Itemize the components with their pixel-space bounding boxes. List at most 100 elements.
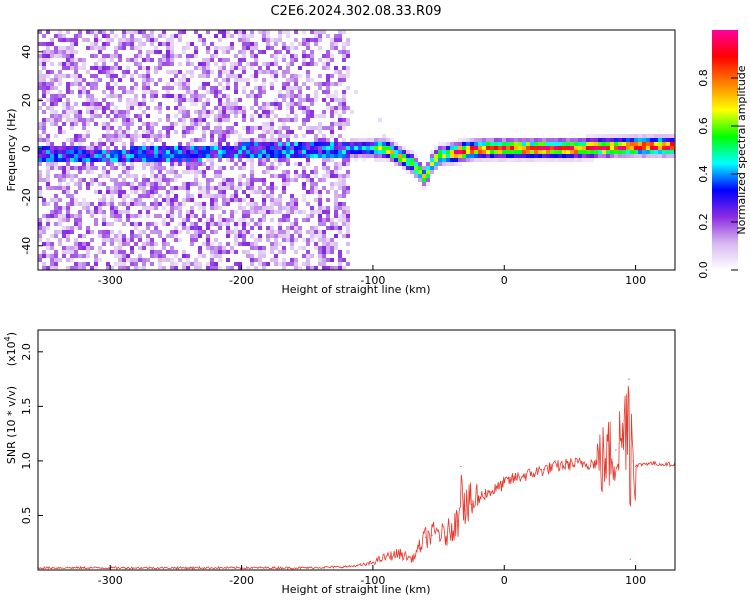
spectrogram-cell: [114, 246, 118, 250]
spectrogram-cell: [90, 142, 94, 146]
spectrogram-cell: [458, 146, 462, 150]
spectrogram-cell: [318, 46, 322, 50]
spectrogram-cell: [150, 38, 154, 42]
spectrogram-cell: [618, 142, 622, 146]
spectrogram-cell: [290, 146, 294, 150]
spectrogram-cell: [326, 206, 330, 210]
spectrogram-cell: [98, 198, 102, 202]
spectrogram-cell: [318, 194, 322, 198]
spectrogram-cell: [98, 114, 102, 118]
spectrogram-cell: [310, 234, 314, 238]
spectrogram-cell: [46, 202, 50, 206]
spectrogram-cell: [186, 154, 190, 158]
spectrogram-cell: [70, 154, 74, 158]
snr-point: [460, 465, 462, 467]
spectrogram-cell: [126, 214, 130, 218]
spectrogram-cell: [218, 218, 222, 222]
spectrogram-cell: [338, 150, 342, 154]
spectrogram-cell: [194, 162, 198, 166]
spectrogram-cell: [202, 74, 206, 78]
spectrogram-cell: [82, 234, 86, 238]
spectrogram-cell: [134, 214, 138, 218]
spectrogram-cell: [190, 142, 194, 146]
spectrogram-cell: [74, 266, 78, 270]
spectrogram-cell: [74, 246, 78, 250]
spectrogram-cell: [94, 154, 98, 158]
spectrogram-cell: [322, 90, 326, 94]
spectrogram-cell: [146, 146, 150, 150]
y-tick-label: 20: [20, 93, 33, 107]
spectrogram-cell: [126, 238, 130, 242]
spectrogram-cell: [90, 98, 94, 102]
spectrogram-cell: [422, 186, 426, 190]
spectrogram-cell: [390, 158, 394, 162]
spectrogram-cell: [342, 50, 346, 54]
spectrogram-cell: [170, 206, 174, 210]
spectrogram-cell: [214, 86, 218, 90]
spectrogram-cell: [150, 182, 154, 186]
spectrogram-cell: [86, 210, 90, 214]
spectrogram-cell: [226, 50, 230, 54]
spectrogram-cell: [90, 150, 94, 154]
spectrogram-cell: [266, 62, 270, 66]
spectrogram-cell: [342, 266, 346, 270]
spectrogram-cell: [566, 146, 570, 150]
spectrogram-cell: [174, 198, 178, 202]
spectrogram-cell: [326, 126, 330, 130]
spectrogram-cell: [362, 138, 366, 142]
spectrogram-cell: [46, 82, 50, 86]
spectrogram-cell: [462, 138, 466, 142]
spectrogram-cell: [258, 210, 262, 214]
colorbar-label: Normalized spectral amplitude: [735, 65, 748, 234]
spectrogram-cell: [142, 82, 146, 86]
spectrogram-cell: [78, 118, 82, 122]
spectrogram-cell: [62, 154, 66, 158]
spectrogram-cell: [338, 202, 342, 206]
spectrogram-cell: [74, 198, 78, 202]
spectrogram-cell: [58, 82, 62, 86]
spectrogram-cell: [418, 174, 422, 178]
spectrogram-cell: [66, 118, 70, 122]
spectrogram-cell: [66, 102, 70, 106]
spectrogram-cell: [210, 142, 214, 146]
spectrogram-cell: [218, 222, 222, 226]
spectrogram-cell: [38, 222, 42, 226]
spectrogram-cell: [666, 146, 670, 150]
spectrogram-cell: [182, 222, 186, 226]
spectrogram-cell: [178, 54, 182, 58]
spectrogram-cell: [306, 238, 310, 242]
spectrogram-cell: [266, 114, 270, 118]
spectrogram-cell: [238, 218, 242, 222]
spectrogram-cell: [326, 146, 330, 150]
spectrogram-cell: [170, 178, 174, 182]
spectrogram-cell: [294, 118, 298, 122]
spectrogram-cell: [126, 98, 130, 102]
spectrogram-cell: [310, 186, 314, 190]
spectrogram-cell: [266, 102, 270, 106]
spectrogram-cell: [270, 142, 274, 146]
spectrogram-cell: [238, 98, 242, 102]
spectrogram-cell: [358, 154, 362, 158]
spectrogram-cell: [294, 266, 298, 270]
spectrogram-cell: [542, 138, 546, 142]
spectrogram-cell: [174, 170, 178, 174]
spectrogram-cell: [198, 158, 202, 162]
spectrogram-cell: [670, 134, 674, 138]
spectrogram-cell: [322, 62, 326, 66]
spectrogram-cell: [54, 234, 58, 238]
spectrogram-cell: [194, 266, 198, 270]
spectrogram-cell: [310, 214, 314, 218]
spectrogram-cell: [246, 178, 250, 182]
spectrogram-cell: [214, 142, 218, 146]
spectrogram-cell: [290, 98, 294, 102]
spectrogram-cell: [54, 134, 58, 138]
spectrogram-cell: [42, 266, 46, 270]
spectrogram-cell: [186, 198, 190, 202]
spectrogram-cell: [294, 58, 298, 62]
spectrogram-cell: [238, 186, 242, 190]
spectrogram-cell: [102, 238, 106, 242]
spectrogram-cell: [54, 210, 58, 214]
spectrogram-cell: [114, 130, 118, 134]
spectrogram-cell: [234, 54, 238, 58]
spectrogram-cell: [306, 178, 310, 182]
